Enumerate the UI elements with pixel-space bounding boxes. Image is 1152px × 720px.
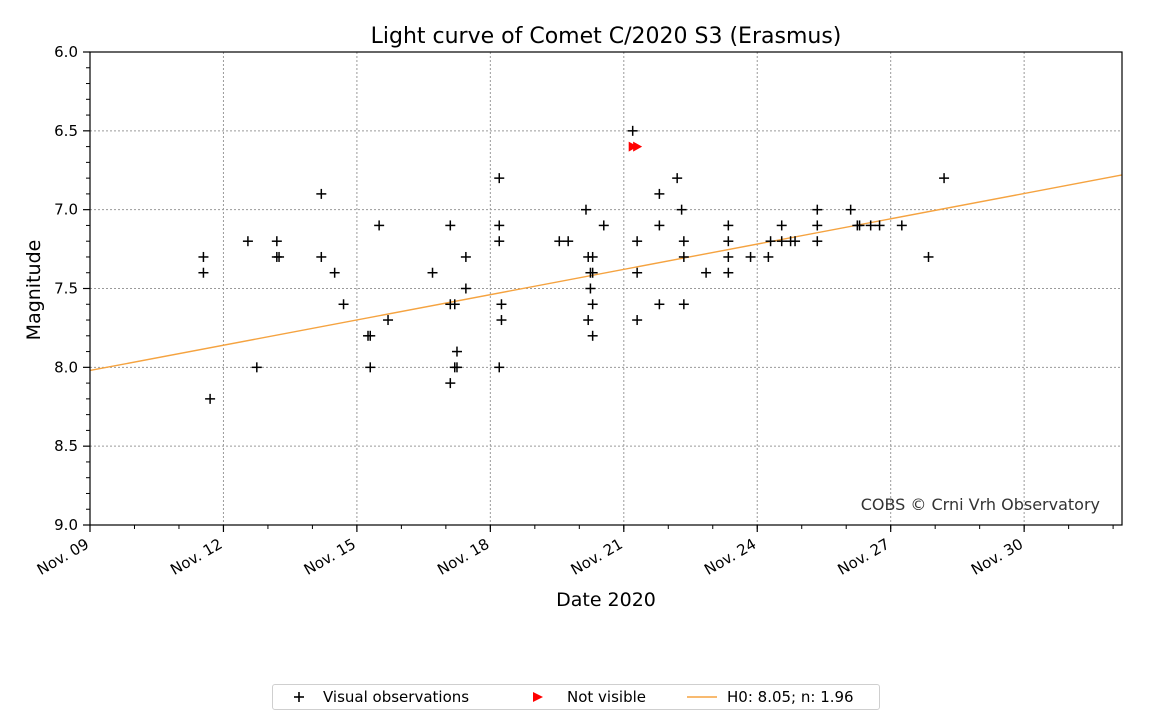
y-tick-label: 6.0 (54, 43, 78, 61)
visual-observation-point (494, 236, 505, 247)
visual-observation-point (587, 330, 598, 341)
visual-observation-point (896, 220, 907, 231)
visual-observation-point (316, 188, 327, 199)
visual-observation-point (763, 251, 774, 262)
visual-observation-point (449, 299, 460, 310)
visual-observation-point (672, 173, 683, 184)
visual-observation-point (451, 346, 462, 357)
visual-observation-point (776, 236, 787, 247)
fit-line (89, 174, 1123, 372)
visual-observation-point (494, 220, 505, 231)
visual-observation-point (790, 236, 801, 247)
visual-observation-point (494, 173, 505, 184)
visual-observation-point (198, 267, 209, 278)
visual-observation-point (874, 220, 885, 231)
data-points (198, 125, 950, 404)
visual-observation-point (723, 220, 734, 231)
visual-observation-point (274, 251, 285, 262)
visual-observation-point (583, 315, 594, 326)
visual-observation-point (654, 188, 665, 199)
visual-observation-point (678, 251, 689, 262)
fit-line-layer (89, 174, 1123, 372)
visual-observation-point (776, 220, 787, 231)
visual-observation-point (654, 220, 665, 231)
visual-observation-point (812, 236, 823, 247)
visual-observation-point (585, 283, 596, 294)
grid-lines (90, 52, 1122, 525)
visual-observation-point (460, 251, 471, 262)
y-tick-label: 6.5 (54, 122, 78, 140)
y-axis-label: Magnitude (23, 240, 45, 341)
visual-observation-point (251, 362, 262, 373)
visual-observation-point (745, 251, 756, 262)
visual-observation-point (198, 251, 209, 262)
visual-observation-point (723, 236, 734, 247)
visual-observation-point (271, 236, 282, 247)
visual-observation-point (338, 299, 349, 310)
visual-observation-point (496, 299, 507, 310)
legend-label-fit-line: H0: 8.05; n: 1.96 (727, 688, 854, 706)
y-tick-label: 7.0 (54, 201, 78, 219)
visual-observation-point (632, 236, 643, 247)
visual-observation-point (242, 236, 253, 247)
visual-observation-point (812, 204, 823, 215)
visual-observation-point (374, 220, 385, 231)
visual-observation-point (587, 267, 598, 278)
visual-observation-point (427, 267, 438, 278)
visual-observation-point (812, 220, 823, 231)
chart-legend: Visual observations Not visible H0: 8.05… (272, 684, 880, 710)
visual-observation-point (460, 283, 471, 294)
visual-observation-point (365, 330, 376, 341)
legend-label-not-visible: Not visible (567, 688, 646, 706)
visual-observation-point (205, 393, 216, 404)
visual-observation-point (494, 362, 505, 373)
y-tick-label: 8.0 (54, 358, 78, 376)
visual-observation-point (701, 267, 712, 278)
y-tick-label: 7.5 (54, 280, 78, 298)
visual-observation-point (329, 267, 340, 278)
visual-observation-point (451, 362, 462, 373)
visual-observation-point (845, 204, 856, 215)
triangle-right-marker-icon (533, 692, 543, 702)
visual-observation-point (939, 173, 950, 184)
visual-observation-point (580, 204, 591, 215)
plus-marker-icon (294, 692, 304, 702)
visual-observation-point (654, 299, 665, 310)
visual-observation-point (627, 125, 638, 136)
visual-observation-point (765, 236, 776, 247)
watermark-text: COBS © Crni Vrh Observatory (861, 495, 1100, 514)
x-axis-label: Date 2020 (556, 589, 656, 611)
visual-observation-point (865, 220, 876, 231)
visual-observation-point (496, 315, 507, 326)
legend-label-visual: Visual observations (323, 688, 470, 706)
visual-observation-point (316, 251, 327, 262)
visual-observation-point (383, 315, 394, 326)
visual-observation-point (632, 315, 643, 326)
chart-title: Light curve of Comet C/2020 S3 (Erasmus) (371, 24, 842, 49)
visual-observation-point (365, 362, 376, 373)
visual-observation-point (445, 378, 456, 389)
visual-observation-point (598, 220, 609, 231)
visual-observation-point (554, 236, 565, 247)
y-tick-label: 8.5 (54, 437, 78, 455)
visual-observation-point (678, 299, 689, 310)
visual-observation-point (723, 267, 734, 278)
visual-observation-point (678, 236, 689, 247)
visual-observation-point (563, 236, 574, 247)
orange-line-icon (687, 696, 717, 698)
visual-observation-point (923, 251, 934, 262)
y-tick-label: 9.0 (54, 516, 78, 534)
visual-observation-point (632, 267, 643, 278)
not-visible-point (633, 141, 643, 152)
visual-observation-point (445, 220, 456, 231)
visual-observation-point (676, 204, 687, 215)
visual-observation-point (587, 251, 598, 262)
visual-observation-point (854, 220, 865, 231)
visual-observation-point (723, 251, 734, 262)
visual-observation-point (587, 299, 598, 310)
